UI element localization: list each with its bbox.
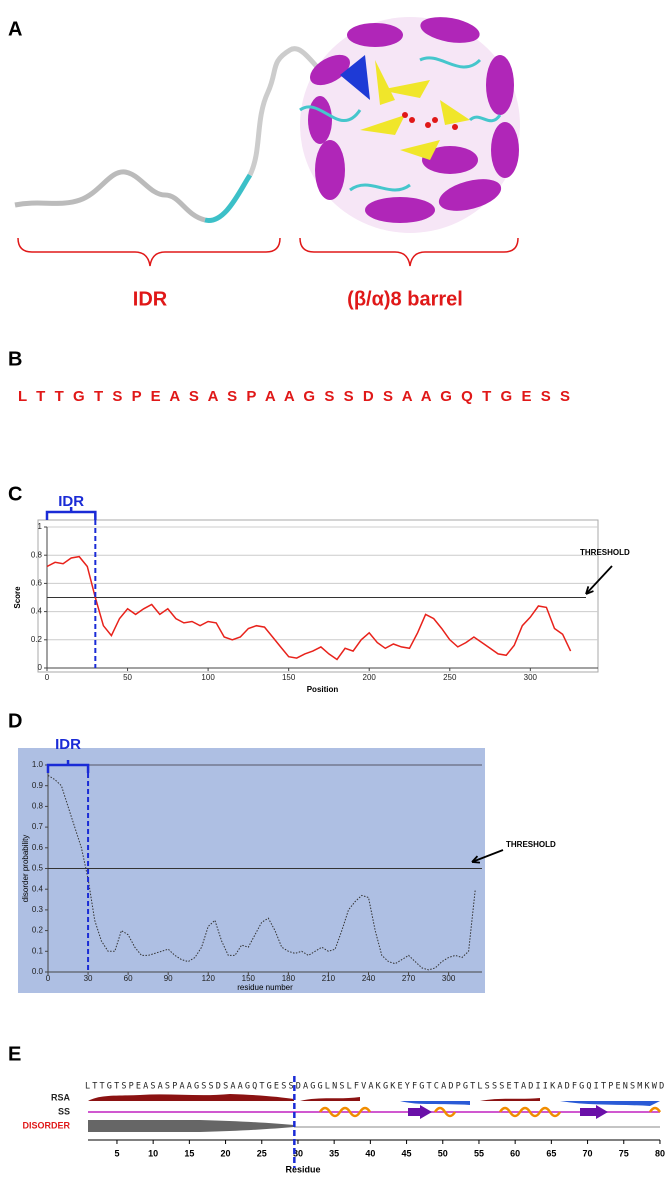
data-line <box>47 557 571 660</box>
track-label: SS <box>58 1106 70 1116</box>
annotation: IDR <box>133 288 168 310</box>
track-label: RSA <box>51 1092 71 1102</box>
threshold-label: THRESHOLD <box>580 548 630 557</box>
x-tick-label: 55 <box>474 1148 484 1158</box>
y-tick-label: 0.4 <box>31 607 43 616</box>
x-tick-label: 10 <box>148 1148 158 1158</box>
x-tick-label: 0 <box>46 974 51 983</box>
y-tick-label: 0.2 <box>31 635 43 644</box>
x-tick-label: 25 <box>257 1148 267 1158</box>
track-label: DISORDER <box>22 1120 70 1130</box>
idr-label: IDR <box>55 736 81 753</box>
x-tick-label: 300 <box>524 673 538 682</box>
x-tick-label: 0 <box>45 673 50 682</box>
x-axis-label: residue number <box>237 983 293 992</box>
x-tick-label: 50 <box>438 1148 448 1158</box>
x-axis-label: Position <box>307 685 339 694</box>
y-tick-label: 0.9 <box>32 781 44 790</box>
x-tick-label: 240 <box>362 974 376 983</box>
y-tick-label: 0.6 <box>31 579 43 588</box>
panel-label: C <box>8 483 22 505</box>
y-tick-label: 0.4 <box>32 884 44 893</box>
x-tick-label: 60 <box>124 974 133 983</box>
y-tick-label: 0.6 <box>32 843 44 852</box>
y-axis-label: Score <box>13 586 22 609</box>
x-tick-label: 35 <box>329 1148 339 1158</box>
idr-label: IDR <box>58 493 84 510</box>
x-tick-label: 45 <box>402 1148 412 1158</box>
x-tick-label: 5 <box>114 1148 119 1158</box>
panel-label: D <box>8 710 22 732</box>
sequence: LTTGTSPEASASPAAGSSDSAAGQTGESSDAGGLNSLFVA… <box>85 1082 664 1092</box>
x-tick-label: 270 <box>402 974 416 983</box>
sequence-tracks <box>88 1094 660 1140</box>
x-tick-label: 180 <box>282 974 296 983</box>
x-tick-label: 90 <box>164 974 173 983</box>
y-tick-label: 0.7 <box>32 822 44 831</box>
x-tick-label: 60 <box>510 1148 520 1158</box>
y-tick-label: 0.2 <box>32 926 44 935</box>
panel-label: E <box>8 1043 21 1065</box>
x-tick-label: 75 <box>619 1148 629 1158</box>
x-tick-label: 250 <box>443 673 457 682</box>
panel-label: B <box>8 348 22 370</box>
x-tick-label: 65 <box>546 1148 556 1158</box>
x-tick-label: 200 <box>363 673 377 682</box>
y-tick-label: 0.8 <box>32 802 44 811</box>
x-tick-label: 40 <box>365 1148 375 1158</box>
y-tick-label: 0 <box>38 663 43 672</box>
barrel-brace <box>300 238 518 266</box>
x-tick-label: 100 <box>201 673 215 682</box>
x-tick-label: 120 <box>202 974 216 983</box>
x-tick-label: 80 <box>655 1148 665 1158</box>
y-tick-label: 0.8 <box>31 550 43 559</box>
y-tick-label: 0.1 <box>32 946 44 955</box>
y-tick-label: 1.0 <box>32 760 44 769</box>
threshold-label: THRESHOLD <box>506 840 556 849</box>
protein-structure <box>15 13 520 233</box>
x-axis-label: Residue <box>285 1164 320 1174</box>
annotation: (β/α)8 barrel <box>347 288 463 310</box>
y-tick-label: 0.5 <box>32 864 44 873</box>
x-tick-label: 15 <box>184 1148 194 1158</box>
figure: A IDR (β/α)8 barrel B L T T G T S P E A … <box>0 0 667 1176</box>
sequence: L T T G T S P E A S A S P A A G S S D S … <box>18 388 570 405</box>
idr-brace <box>18 238 280 266</box>
x-tick-label: 210 <box>322 974 336 983</box>
x-tick-label: 50 <box>123 673 132 682</box>
x-tick-label: 300 <box>442 974 456 983</box>
x-tick-label: 20 <box>221 1148 231 1158</box>
x-tick-label: 150 <box>242 974 256 983</box>
y-tick-label: 1 <box>38 522 43 531</box>
panel-label: A <box>8 18 22 40</box>
arrow <box>586 566 612 594</box>
x-tick-label: 30 <box>84 974 93 983</box>
y-tick-label: 0.3 <box>32 905 44 914</box>
x-tick-label: 70 <box>583 1148 593 1158</box>
y-axis-label: disorder probability <box>21 835 30 903</box>
x-tick-label: 150 <box>282 673 296 682</box>
y-tick-label: 0.0 <box>32 967 44 976</box>
